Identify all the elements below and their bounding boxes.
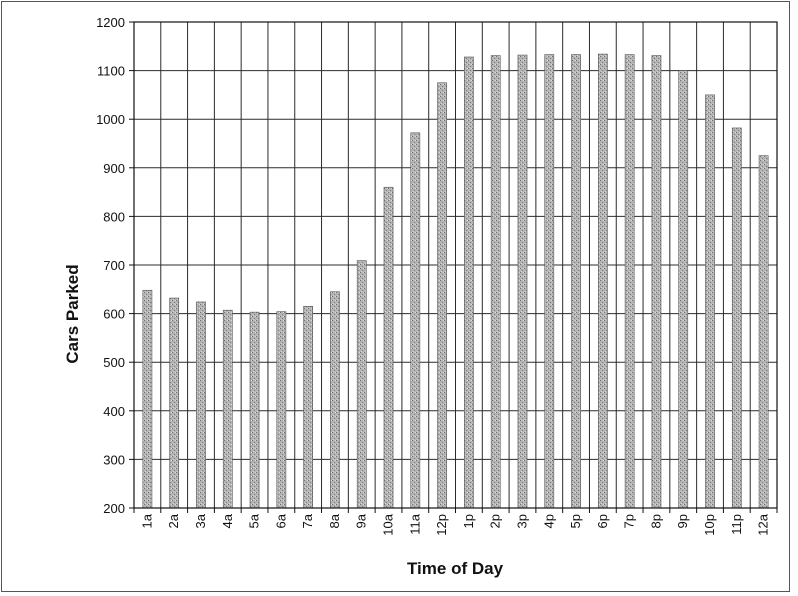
bar [303, 306, 314, 509]
bar [597, 53, 608, 509]
bar [437, 82, 447, 509]
bar [490, 55, 501, 509]
bar [142, 289, 153, 509]
x-tick-label: 11p [729, 514, 744, 535]
x-tick-label: 10p [702, 514, 717, 536]
x-tick-label: 10a [381, 513, 396, 535]
bar [678, 70, 689, 509]
bar [249, 311, 260, 509]
bar [464, 56, 474, 509]
y-tick-label: 700 [103, 258, 125, 273]
x-tick-label: 9p [675, 514, 690, 528]
bar [544, 54, 555, 509]
x-tick-label: 2p [488, 514, 503, 528]
bar [383, 186, 394, 509]
x-tick-label: 4p [541, 514, 556, 528]
y-tick-label: 1100 [97, 64, 125, 79]
x-tick-label: 11a [407, 513, 422, 534]
x-tick-label: 6p [595, 514, 610, 528]
y-tick-label: 800 [103, 209, 125, 224]
x-tick-label: 6a [273, 513, 288, 528]
bar [410, 132, 421, 509]
bar [196, 301, 206, 509]
x-tick-label: 1p [461, 514, 476, 528]
bar [356, 260, 367, 509]
x-tick-label: 3p [514, 514, 529, 528]
bar [571, 54, 581, 509]
y-tick-label: 600 [103, 307, 125, 322]
y-tick-label: 200 [103, 501, 125, 516]
bar [517, 54, 528, 509]
x-tick-label: 12a [756, 513, 771, 535]
x-tick-label: 9a [354, 513, 369, 528]
x-tick-label: 8p [648, 514, 663, 528]
bar [222, 309, 233, 509]
y-tick-label: 400 [103, 404, 125, 419]
x-tick-label: 2a [166, 513, 181, 528]
x-axis-title: Time of Day [407, 559, 504, 578]
y-tick-label: 900 [103, 161, 125, 176]
bar [705, 94, 715, 509]
bar [624, 54, 635, 509]
x-tick-label: 8a [327, 513, 342, 528]
x-tick-label: 3a [193, 513, 208, 528]
x-tick-label: 5p [568, 514, 583, 528]
y-axis-title: Cars Parked [63, 264, 82, 363]
bar [276, 311, 287, 509]
x-tick-label: 1a [139, 513, 154, 528]
bar [651, 55, 662, 509]
bar [330, 291, 340, 509]
bar [731, 127, 742, 509]
plot-area: 200 300 400 500 600 700 800 900 1000 1100 1200 1a 2a… [96, 15, 778, 536]
y-tick-label: 1000 [96, 112, 125, 127]
y-tick-label: 500 [103, 355, 125, 370]
x-tick-label: 4a [220, 513, 235, 528]
bar [169, 297, 180, 509]
y-tick-label: 300 [103, 452, 125, 467]
x-tick-label: 5a [247, 513, 262, 528]
x-tick-label: 7a [300, 513, 315, 528]
x-tick-label: 12p [434, 514, 449, 536]
x-tick-label: 7p [622, 514, 637, 528]
bar [758, 155, 769, 509]
y-tick-label: 1200 [96, 15, 125, 30]
